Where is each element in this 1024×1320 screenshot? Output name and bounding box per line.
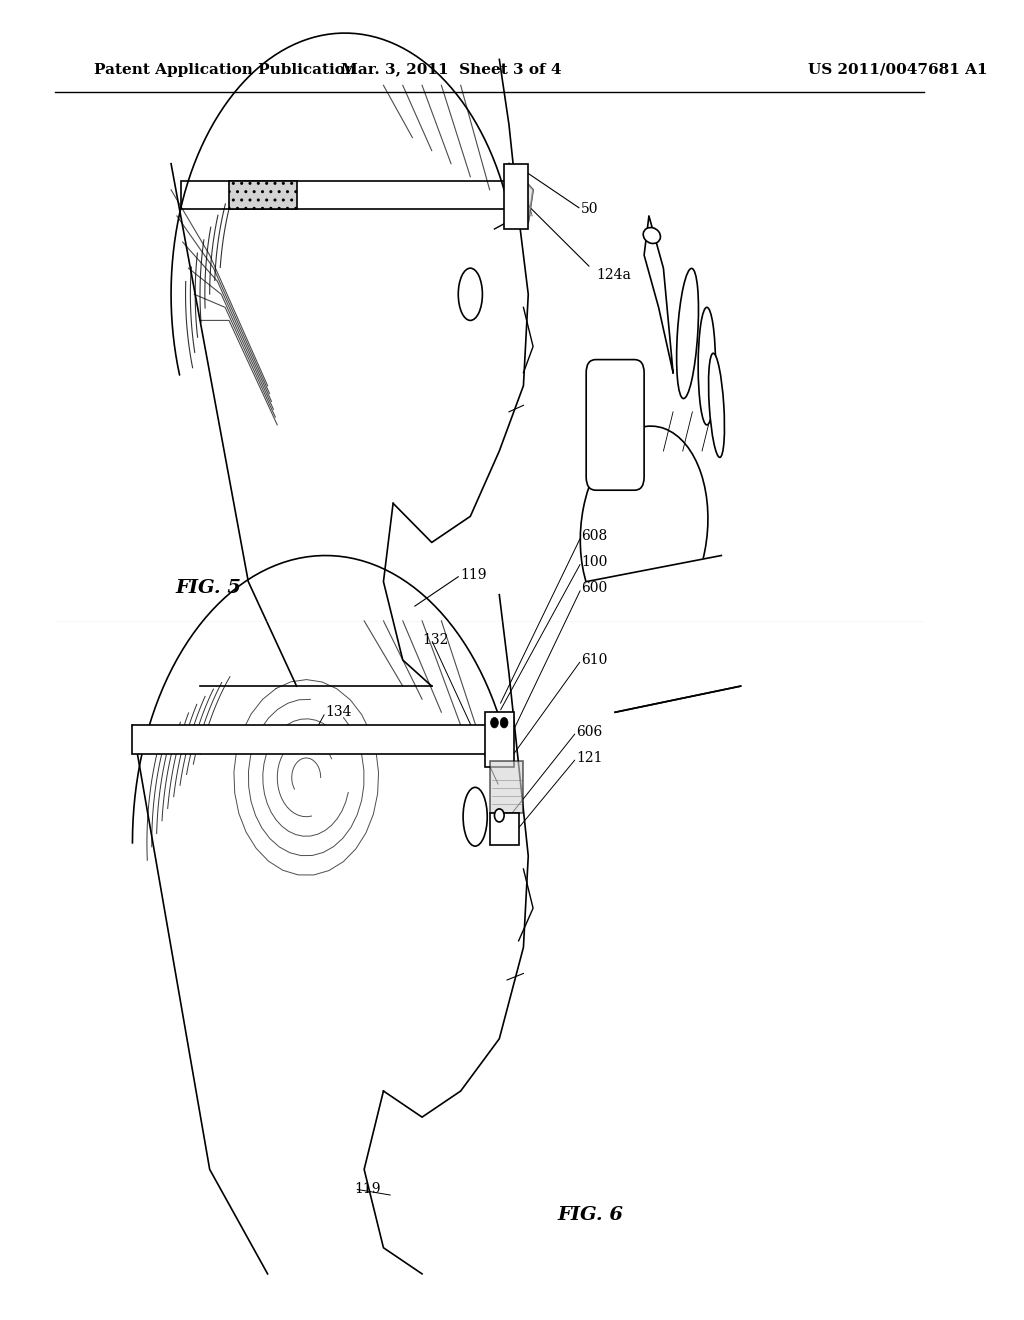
Text: 600: 600 xyxy=(582,581,607,595)
Ellipse shape xyxy=(677,268,698,399)
Ellipse shape xyxy=(459,268,482,321)
Text: Mar. 3, 2011  Sheet 3 of 4: Mar. 3, 2011 Sheet 3 of 4 xyxy=(341,62,561,77)
Text: US 2011/0047681 A1: US 2011/0047681 A1 xyxy=(808,62,988,77)
Bar xyxy=(132,725,500,754)
Text: 124a: 124a xyxy=(596,268,631,281)
Text: 610: 610 xyxy=(582,653,607,667)
Text: FIG. 6: FIG. 6 xyxy=(557,1206,624,1224)
Text: 50: 50 xyxy=(582,202,599,216)
Text: 100: 100 xyxy=(582,554,607,569)
Text: 121: 121 xyxy=(577,751,603,766)
Bar xyxy=(489,760,523,813)
Text: 119: 119 xyxy=(354,1181,381,1196)
Circle shape xyxy=(490,718,499,727)
Ellipse shape xyxy=(643,227,660,243)
Text: FIG. 5: FIG. 5 xyxy=(176,579,242,597)
Text: 134: 134 xyxy=(326,705,352,719)
Text: Patent Application Publication: Patent Application Publication xyxy=(94,62,355,77)
Text: 606: 606 xyxy=(577,725,603,739)
Bar xyxy=(504,164,528,228)
Text: 132: 132 xyxy=(422,634,449,647)
Text: 608: 608 xyxy=(582,529,607,543)
Ellipse shape xyxy=(698,308,716,425)
Text: 119: 119 xyxy=(461,568,487,582)
Bar xyxy=(229,181,297,210)
FancyBboxPatch shape xyxy=(180,181,509,210)
Bar xyxy=(489,813,518,846)
Ellipse shape xyxy=(581,426,708,632)
Ellipse shape xyxy=(463,787,487,846)
Circle shape xyxy=(501,718,508,727)
Polygon shape xyxy=(644,216,673,372)
Ellipse shape xyxy=(709,354,724,457)
Polygon shape xyxy=(509,164,534,223)
Circle shape xyxy=(495,809,504,822)
Bar xyxy=(484,713,514,767)
Polygon shape xyxy=(586,556,740,713)
FancyBboxPatch shape xyxy=(586,359,644,490)
